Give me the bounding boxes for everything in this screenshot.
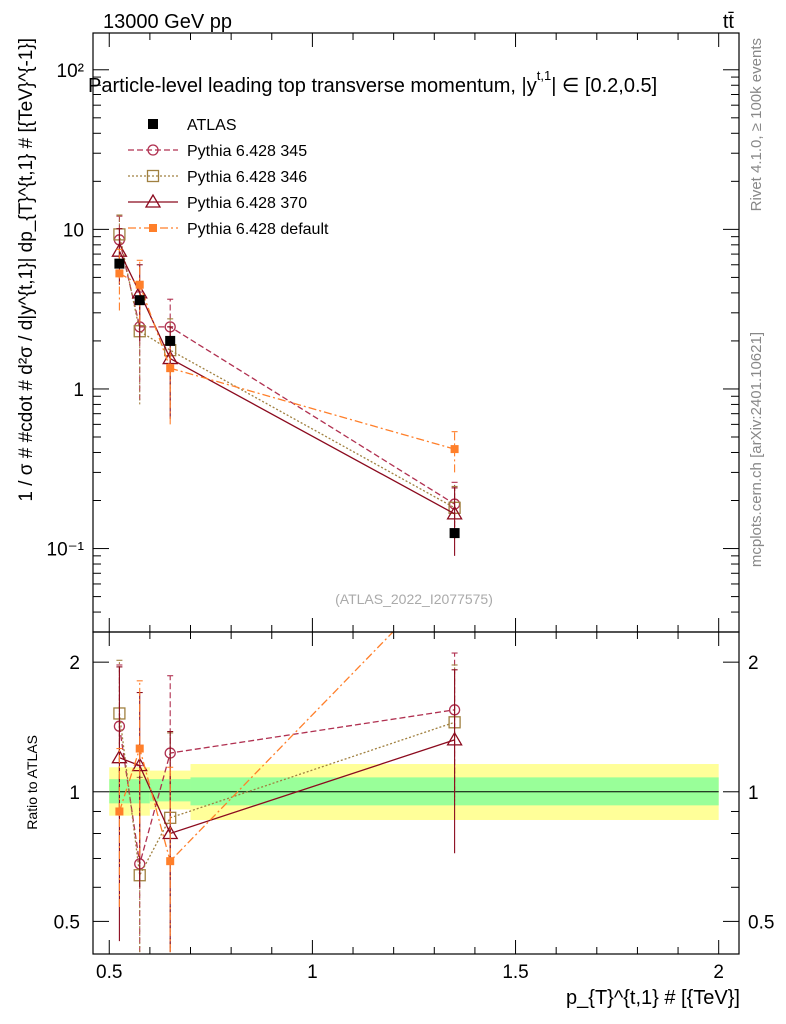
axis-ticks: 0.5 1 1.5 2 10⁻¹ 1 10 10² 0.5 0.5 1 1 2 2 [47,33,774,983]
legend-marker-series-0 [147,144,159,156]
ratio-point-series-2-3 [446,731,463,746]
main-point-series-3-2 [166,364,175,373]
process-label: tt̄ [723,11,735,33]
plot-title: Particle-level leading top transverse mo… [88,68,657,97]
main-y-tick-label-1: 1 [73,380,84,401]
ratio-panel-frame [92,631,740,955]
main-y-tick-label-3: 10² [57,61,84,82]
plot-title-main: Particle-level leading top transverse mo… [88,75,537,97]
x-tick-label-1: 1 [307,962,318,983]
legend-label-series-1: Pythia 6.428 346 [187,169,307,186]
ratio-y-tick-label-left-1: 1 [69,783,80,804]
ratio-y-tick-label-left-0: 0.5 [54,912,80,933]
legend-marker-reference [148,119,158,129]
main-y-tick-label-0: 10⁻¹ [47,540,85,561]
ratio-line-series-0 [118,709,455,865]
rivet-version-label: Rivet 4.1.0, ≥ 100k events [748,38,765,211]
x-axis-label: p_{T}^{t,1} # [{TeV}] [566,987,740,1009]
x-tick-label-3: 2 [713,962,724,983]
legend-marker-series-1 [146,169,160,183]
analysis-watermark: (ATLAS_2022_I2077575) [335,591,493,607]
legend-marker-series-2 [144,193,162,208]
main-line-series-3 [119,272,455,450]
main-panel-data [111,214,463,556]
ratio-y-tick-label-right-1: 1 [748,783,759,804]
mcplots-label: mcplots.cern.ch [arXiv:2401.10621] [748,332,765,567]
energy-label: 13000 GeV pp [103,11,232,33]
ratio-y-tick-label-left-2: 2 [69,653,80,674]
ratio-point-series-3-0 [115,807,124,816]
legend-marker-series-3 [149,224,157,232]
plot-title-range: | ∈ [0.2,0.5] [551,75,657,97]
ratio-line-series-3 [118,632,394,863]
main-point-series-2-3 [446,505,463,520]
legend-label-series-2: Pythia 6.428 370 [187,195,307,212]
legend-label-reference: ATLAS [187,117,237,134]
ratio-point-series-3-2 [166,857,175,866]
main-point-series-3-3 [450,445,459,454]
ratio-point-series-3-1 [135,744,144,753]
main-point-reference-3 [449,528,460,539]
main-point-series-3-1 [135,280,144,289]
main-point-reference-1 [134,295,145,306]
ratio-line-series-1 [118,713,455,878]
legend-label-series-3: Pythia 6.428 default [187,221,329,238]
main-point-series-3-0 [115,269,124,278]
ratio-panel-data [111,632,463,953]
main-line-series-1 [118,234,455,509]
ratio-y-axis-label: Ratio to ATLAS [24,735,40,830]
legend: ATLAS Pythia 6.428 345 Pythia 6.428 346 Pyt… [128,117,329,238]
x-tick-label-2: 1.5 [502,962,528,983]
x-tick-label-0: 0.5 [96,962,122,983]
legend-label-series-0: Pythia 6.428 345 [187,143,307,160]
ratio-y-tick-label-right-2: 2 [748,653,759,674]
ratio-y-tick-label-right-0: 0.5 [748,912,774,933]
plot-title-sup: t,1 [537,68,551,83]
main-y-tick-label-2: 10 [63,220,84,241]
y-axis-label: 1 / σ # #cdot # d²σ / d|y^{t,1}| dp_{T}^… [16,38,37,502]
main-point-reference-0 [114,258,125,269]
main-point-reference-2 [165,335,176,346]
ratio-line-series-2 [119,739,455,835]
